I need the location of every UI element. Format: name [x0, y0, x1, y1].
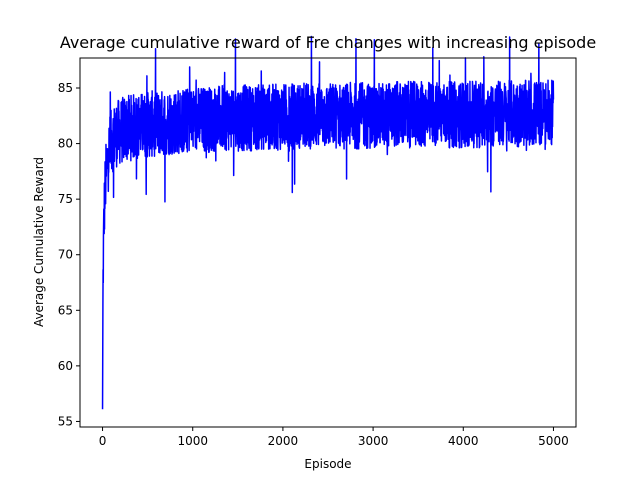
- x-tick-label: 4000: [448, 434, 479, 448]
- y-tick-label: 65: [58, 303, 73, 317]
- y-axis-label: Average Cumulative Reward: [32, 157, 46, 327]
- series-layer: [101, 35, 555, 410]
- chart-title: Average cumulative reward of Fre changes…: [60, 33, 596, 52]
- x-axis-label: Episode: [304, 457, 351, 471]
- y-tick-label: 70: [58, 248, 73, 262]
- x-tick-label: 2000: [268, 434, 299, 448]
- x-tick-label: 3000: [358, 434, 389, 448]
- y-axis: 55 60 65 70 75 80 85: [58, 81, 80, 428]
- x-tick-label: 5000: [538, 434, 569, 448]
- y-tick-label: 60: [58, 359, 73, 373]
- plot-frame: [79, 57, 577, 428]
- y-tick-label: 85: [58, 81, 73, 95]
- x-axis: 0 1000 2000 3000 4000 5000: [99, 427, 569, 448]
- y-tick-label: 80: [58, 137, 73, 151]
- x-tick-label: 1000: [177, 434, 208, 448]
- y-tick-label: 55: [58, 414, 73, 428]
- x-tick-label: 0: [99, 434, 107, 448]
- series-line: [101, 35, 555, 410]
- y-tick-label: 75: [58, 192, 73, 206]
